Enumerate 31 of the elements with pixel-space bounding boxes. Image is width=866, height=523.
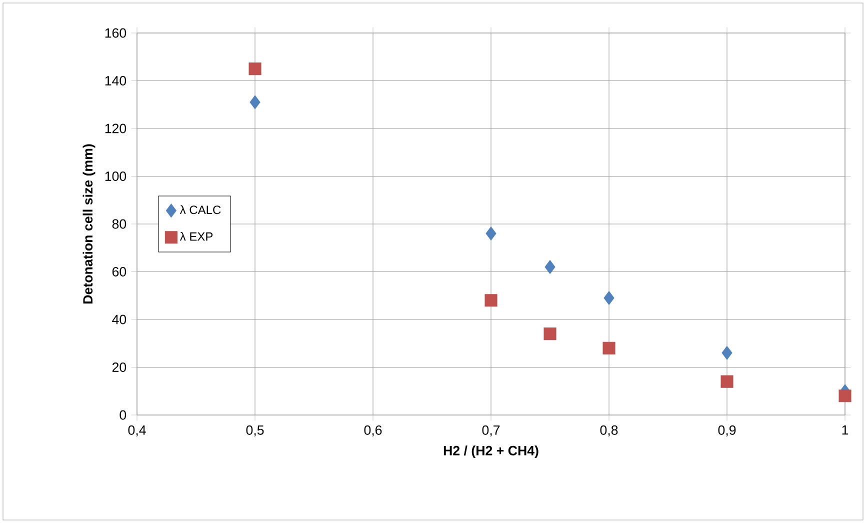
x-tick-label: 0,7 xyxy=(482,425,500,436)
legend-label: λ CALC xyxy=(180,205,221,214)
y-tick-label: 140 xyxy=(105,76,126,86)
y-tick-label: 160 xyxy=(105,28,126,38)
legend-label: λ EXP xyxy=(180,232,213,241)
y-axis-title: Detonation cell size (mm) xyxy=(82,144,96,304)
x-tick-label: 0,6 xyxy=(364,425,382,436)
point xyxy=(722,346,732,360)
y-tick-label: 100 xyxy=(105,172,126,181)
point xyxy=(720,375,734,388)
x-tick-label: 0,9 xyxy=(718,425,736,436)
x-tick-label: 0,8 xyxy=(600,425,618,436)
y-tick-label: 20 xyxy=(112,362,126,372)
y-tick-label: 0 xyxy=(120,410,126,420)
x-axis-title: H2 / (H2 + CH4) xyxy=(444,446,538,458)
x-tick-label: 0,4 xyxy=(128,425,146,436)
point xyxy=(250,95,260,110)
y-tick-label: 120 xyxy=(105,124,126,134)
point xyxy=(484,294,498,307)
point xyxy=(248,62,262,76)
y-tick-label: 80 xyxy=(112,219,126,229)
point xyxy=(602,342,616,354)
point xyxy=(604,291,614,305)
x-tick-label: 1 xyxy=(842,425,848,435)
y-tick-label: 40 xyxy=(112,314,126,324)
x-tick-label: 0,5 xyxy=(246,425,264,436)
y-tick-label: 60 xyxy=(112,267,126,276)
point xyxy=(838,390,852,402)
point xyxy=(544,328,556,340)
point xyxy=(544,260,556,274)
point xyxy=(486,226,496,240)
